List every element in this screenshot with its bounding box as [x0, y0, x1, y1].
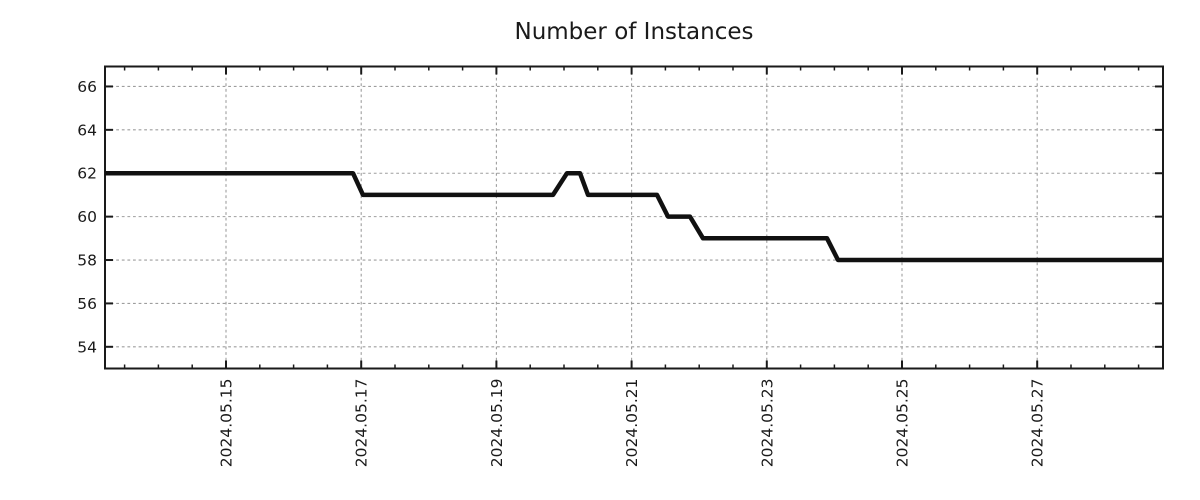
x-tick-label: 2024.05.23: [758, 379, 776, 468]
x-tick-label: 2024.05.21: [623, 379, 641, 468]
plot-border: [104, 65, 1164, 370]
y-tick-label: 60: [77, 208, 97, 226]
y-tick-label: 62: [77, 165, 97, 183]
chart-title: Number of Instances: [515, 19, 754, 45]
y-tick-label: 58: [77, 252, 97, 270]
x-tick-label: 2024.05.27: [1029, 379, 1047, 468]
grid-layer: [105, 66, 1163, 369]
data-line-instances: [105, 170, 1163, 263]
y-tick-label: 66: [77, 78, 97, 96]
x-tick-label: 2024.05.17: [353, 379, 371, 468]
y-tick-label: 56: [77, 295, 97, 313]
label-layer: 54 56 58 60 62 64 66 2024.05.15 2024.05.17 2024.0…: [77, 78, 1046, 467]
tick-layer: [105, 66, 1163, 369]
y-tick-label: 54: [77, 338, 97, 356]
x-tick-label: 2024.05.15: [218, 379, 236, 468]
y-tick-label: 64: [77, 121, 97, 139]
x-tick-label: 2024.05.25: [893, 379, 911, 468]
spine-layer: [104, 65, 1164, 370]
series-layer: [105, 170, 1163, 263]
x-tick-label: 2024.05.19: [488, 379, 506, 468]
